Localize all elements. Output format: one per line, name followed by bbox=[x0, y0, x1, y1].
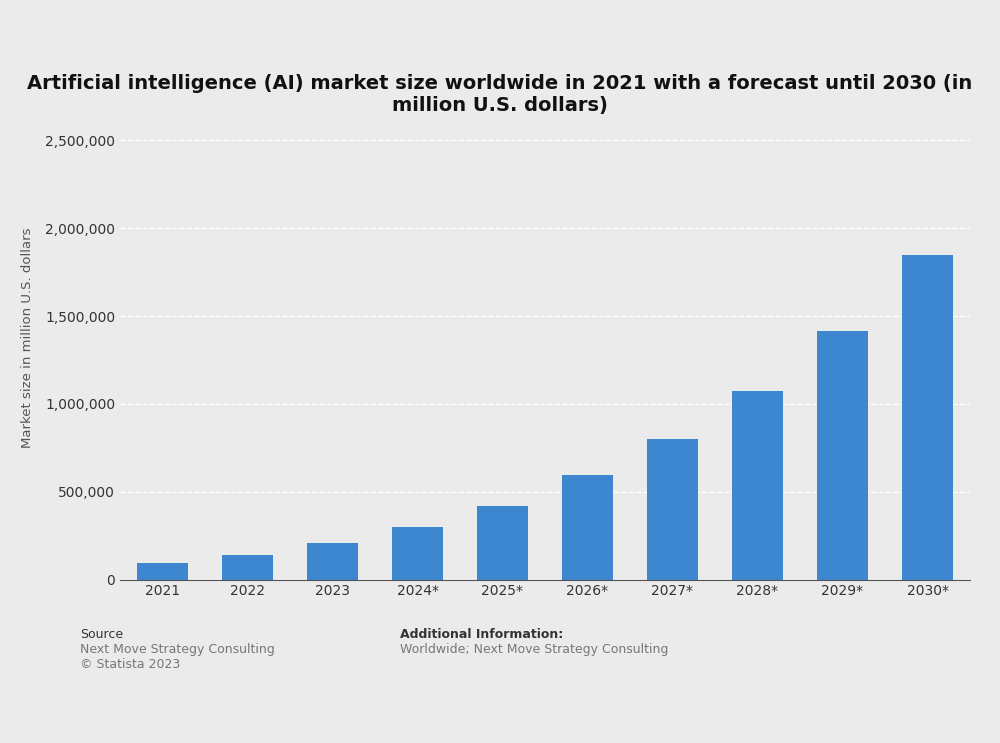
Bar bbox=[392, 527, 443, 580]
Bar bbox=[647, 439, 698, 580]
Text: Source: Source bbox=[80, 628, 123, 640]
Text: Next Move Strategy Consulting: Next Move Strategy Consulting bbox=[80, 643, 275, 655]
Bar bbox=[902, 255, 953, 580]
Bar bbox=[307, 543, 358, 580]
Bar bbox=[732, 391, 783, 580]
Bar bbox=[137, 563, 188, 580]
Text: Artificial intelligence (AI) market size worldwide in 2021 with a forecast until: Artificial intelligence (AI) market size… bbox=[27, 74, 973, 115]
Bar bbox=[562, 476, 613, 580]
Bar bbox=[222, 554, 273, 580]
Bar bbox=[477, 505, 528, 580]
Bar bbox=[817, 331, 868, 580]
Text: © Statista 2023: © Statista 2023 bbox=[80, 658, 180, 670]
Text: Worldwide; Next Move Strategy Consulting: Worldwide; Next Move Strategy Consulting bbox=[400, 643, 668, 655]
Text: Additional Information:: Additional Information: bbox=[400, 628, 563, 640]
Y-axis label: Market size in million U.S. dollars: Market size in million U.S. dollars bbox=[21, 228, 34, 448]
